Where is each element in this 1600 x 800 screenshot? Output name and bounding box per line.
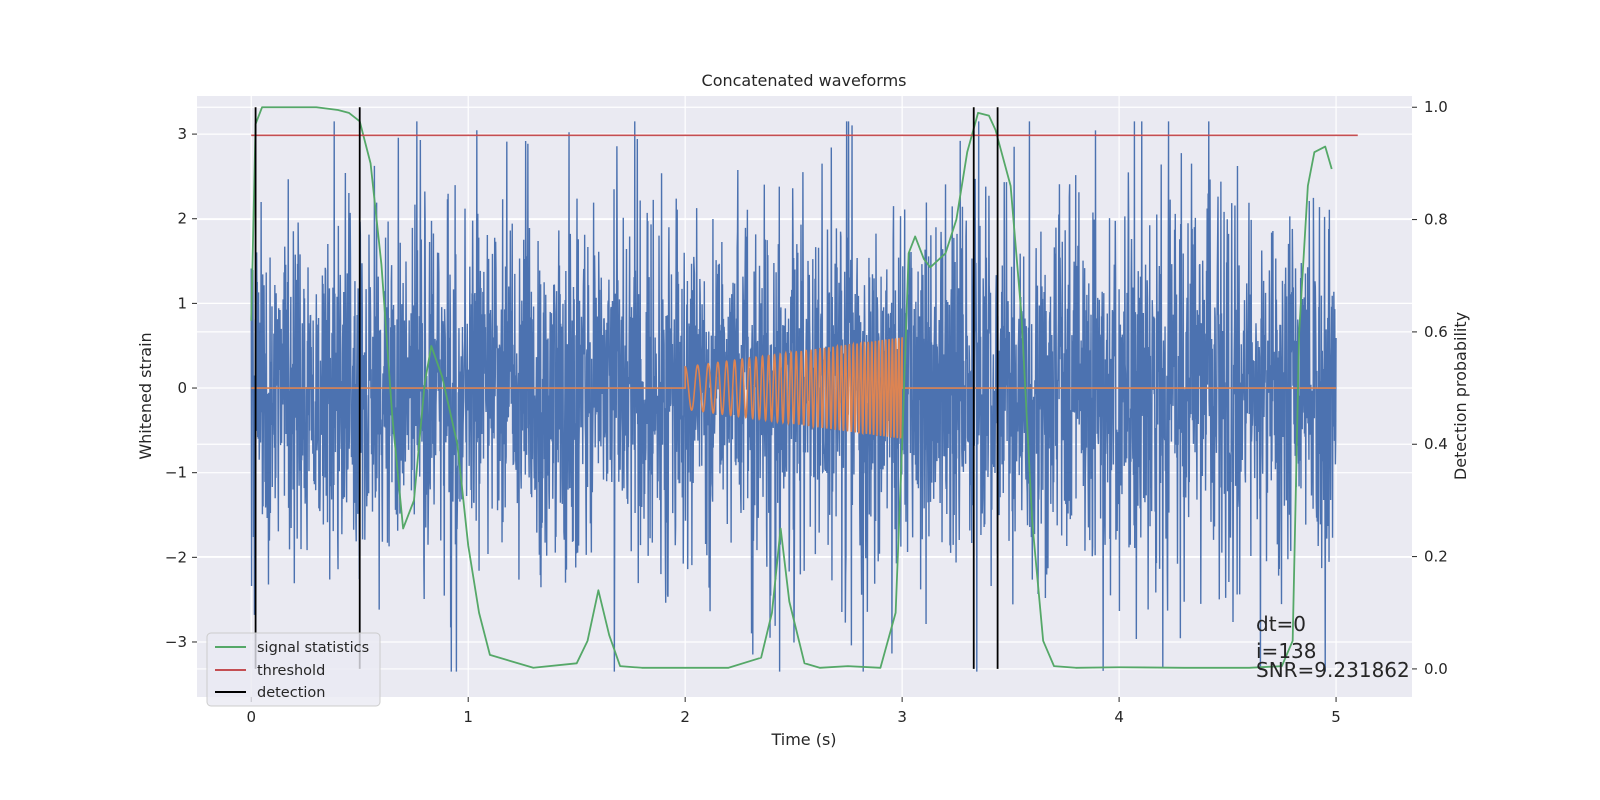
y-tick-label-left: 2	[177, 210, 187, 228]
y-tick-label-right: 0.4	[1424, 435, 1448, 453]
legend-box	[206, 632, 381, 707]
y-tick-label-left: 0	[177, 379, 187, 397]
y-tick-label-right: 0.2	[1424, 548, 1448, 566]
annotation-dt: dt=0	[1256, 612, 1306, 636]
legend-label-signal-statistics: signal statistics	[257, 640, 369, 656]
legend-label-threshold: threshold	[257, 663, 325, 679]
legend-label-detection: detection	[257, 685, 325, 701]
series-signal-statistics-line	[250, 106, 1333, 669]
x-tick-label: 0	[246, 708, 256, 726]
axes-layer: 0 1 2 3 4 5 3 2 1 0 −1 −2 −3 1.0 0.8 0.6 0.4 0.2 0.0	[165, 98, 1448, 726]
series-layer	[250, 106, 1358, 672]
x-tick-label: 1	[463, 708, 473, 726]
legend: signal statistics threshold detection	[206, 632, 381, 707]
series-chirp-line	[251, 337, 1337, 439]
chart-title: Concatenated waveforms	[702, 71, 907, 90]
x-tick-label: 2	[680, 708, 690, 726]
y-axis-label-right: Detection probability	[1451, 312, 1470, 480]
y-tick-label-right: 0.6	[1424, 323, 1448, 341]
y-tick-label-right: 0.0	[1424, 660, 1448, 678]
y-tick-label-right: 1.0	[1424, 98, 1448, 116]
x-axis-label: Time (s)	[770, 730, 836, 749]
y-tick-label-right: 0.8	[1424, 211, 1448, 229]
x-tick-label: 4	[1114, 708, 1124, 726]
y-tick-label-left: 1	[177, 294, 187, 312]
x-tick-label: 5	[1331, 708, 1341, 726]
annotation-snr: SNR=9.231862	[1256, 658, 1410, 682]
y-tick-label-left: 3	[177, 125, 187, 143]
annotation-i: i=138	[1256, 639, 1317, 663]
y-tick-label-left: −1	[165, 464, 187, 482]
y-axis-label-left: Whitened strain	[136, 332, 155, 459]
y-tick-label-left: −2	[165, 548, 187, 566]
x-tick-label: 3	[897, 708, 907, 726]
y-tick-label-left: −3	[165, 633, 187, 651]
